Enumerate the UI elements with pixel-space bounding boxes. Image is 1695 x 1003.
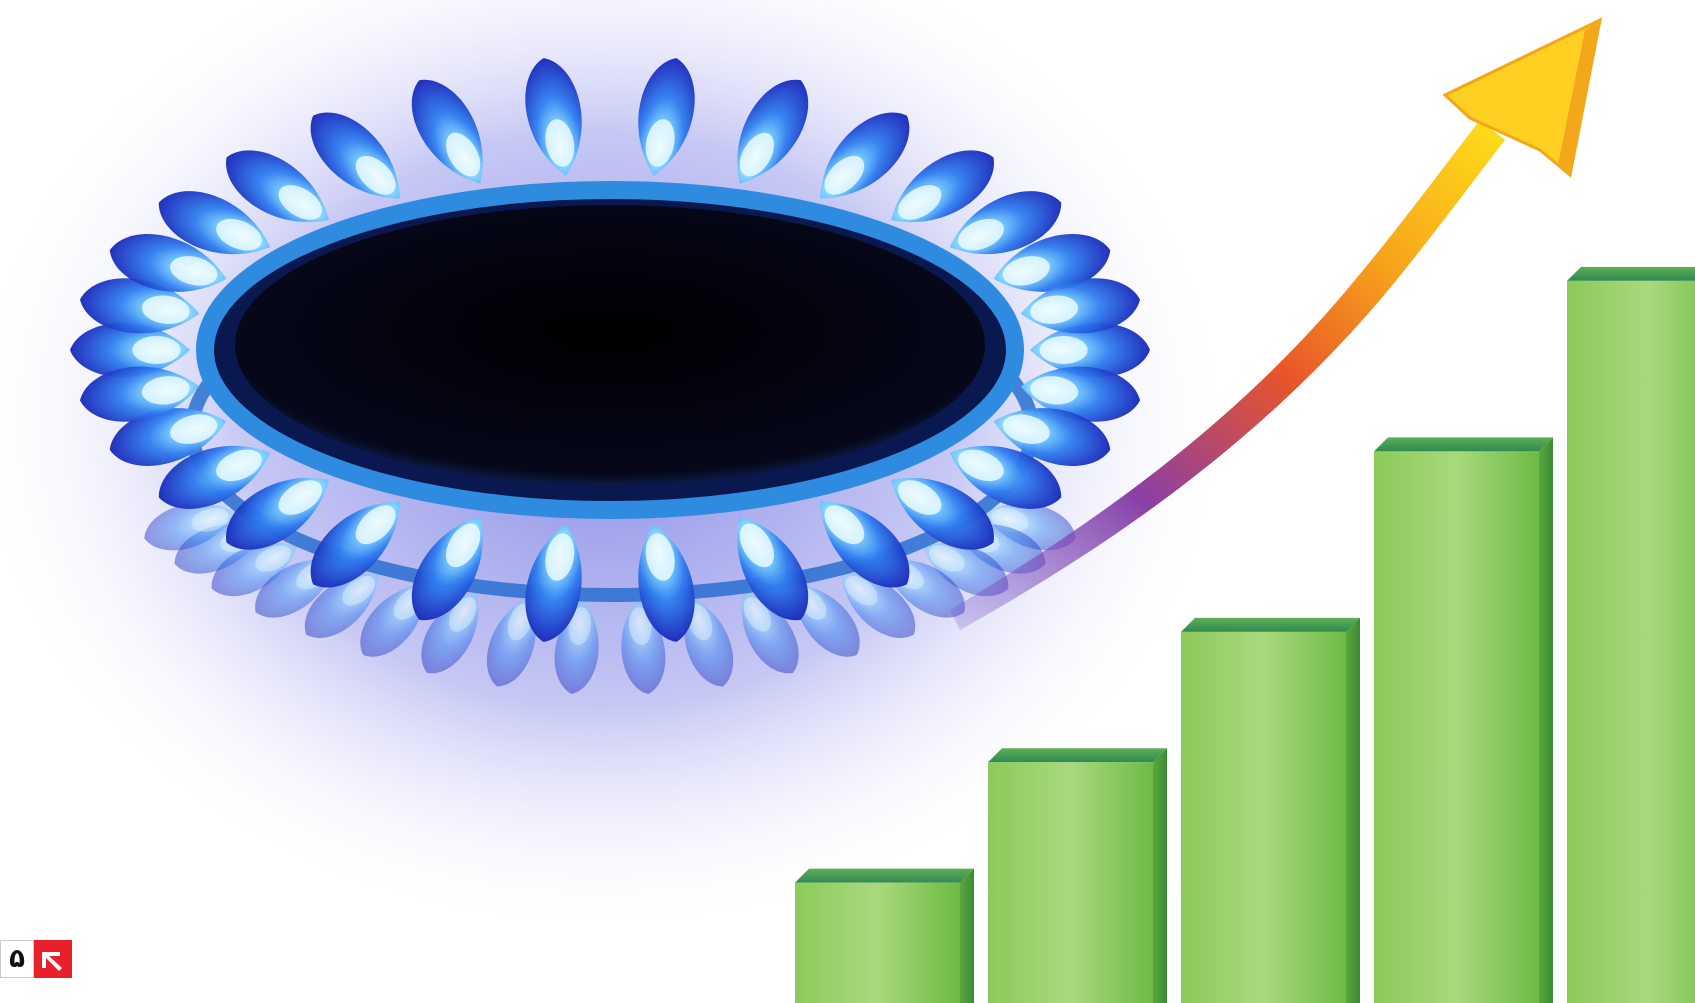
flame-petal <box>109 408 227 466</box>
flame-petal <box>525 58 582 176</box>
flame-petal <box>304 573 380 638</box>
flame-petal <box>820 112 910 199</box>
flame-petal <box>1030 322 1150 378</box>
flame-petal <box>737 79 809 184</box>
flame-petal <box>737 516 809 621</box>
flame-petal <box>109 234 227 292</box>
flame-petal <box>949 445 1062 509</box>
bar-4 <box>1374 437 1553 1003</box>
flame-petal <box>638 524 695 642</box>
flame-petal <box>525 524 582 642</box>
flame-petal <box>411 79 483 184</box>
flame-petal <box>1020 366 1141 422</box>
burner-flames-front <box>79 366 1141 642</box>
flame-petal <box>1020 278 1141 334</box>
flame-petal <box>310 501 400 588</box>
flame-petal <box>79 278 200 334</box>
rising-arrow <box>950 17 1603 630</box>
page-number: ۵ <box>0 940 34 978</box>
flame-petal <box>840 573 916 638</box>
publisher-logo: ۵ <box>0 940 72 978</box>
logo-mark-icon <box>34 940 72 978</box>
growth-bars <box>795 266 1695 1003</box>
flame-petal <box>638 58 695 176</box>
flame-petal <box>891 477 994 550</box>
flame-petal <box>486 596 536 687</box>
flame-petal <box>820 501 910 588</box>
flame-petal <box>144 503 236 551</box>
burner-hole <box>235 205 985 485</box>
flame-petal <box>310 112 400 199</box>
flame-petal <box>741 591 799 674</box>
flame-petal <box>158 191 271 255</box>
burner-flames-back <box>70 58 1150 695</box>
flame-petal <box>411 516 483 621</box>
flame-petal <box>70 322 190 378</box>
flame-petal <box>922 543 1009 597</box>
flame-petal <box>421 591 479 674</box>
flame-petal <box>891 150 994 223</box>
bar-3 <box>1181 617 1360 1003</box>
flame-petal <box>226 477 329 550</box>
bar-5 <box>1567 266 1695 1003</box>
flame-petal <box>993 234 1111 292</box>
flame-petal <box>684 596 734 687</box>
bar-1 <box>795 868 974 1003</box>
bar-2 <box>988 748 1167 1003</box>
flame-petal <box>158 445 271 509</box>
flame-petal <box>993 408 1111 466</box>
flame-petal <box>79 366 200 422</box>
flame-petal <box>949 191 1062 255</box>
flame-petal <box>226 150 329 223</box>
